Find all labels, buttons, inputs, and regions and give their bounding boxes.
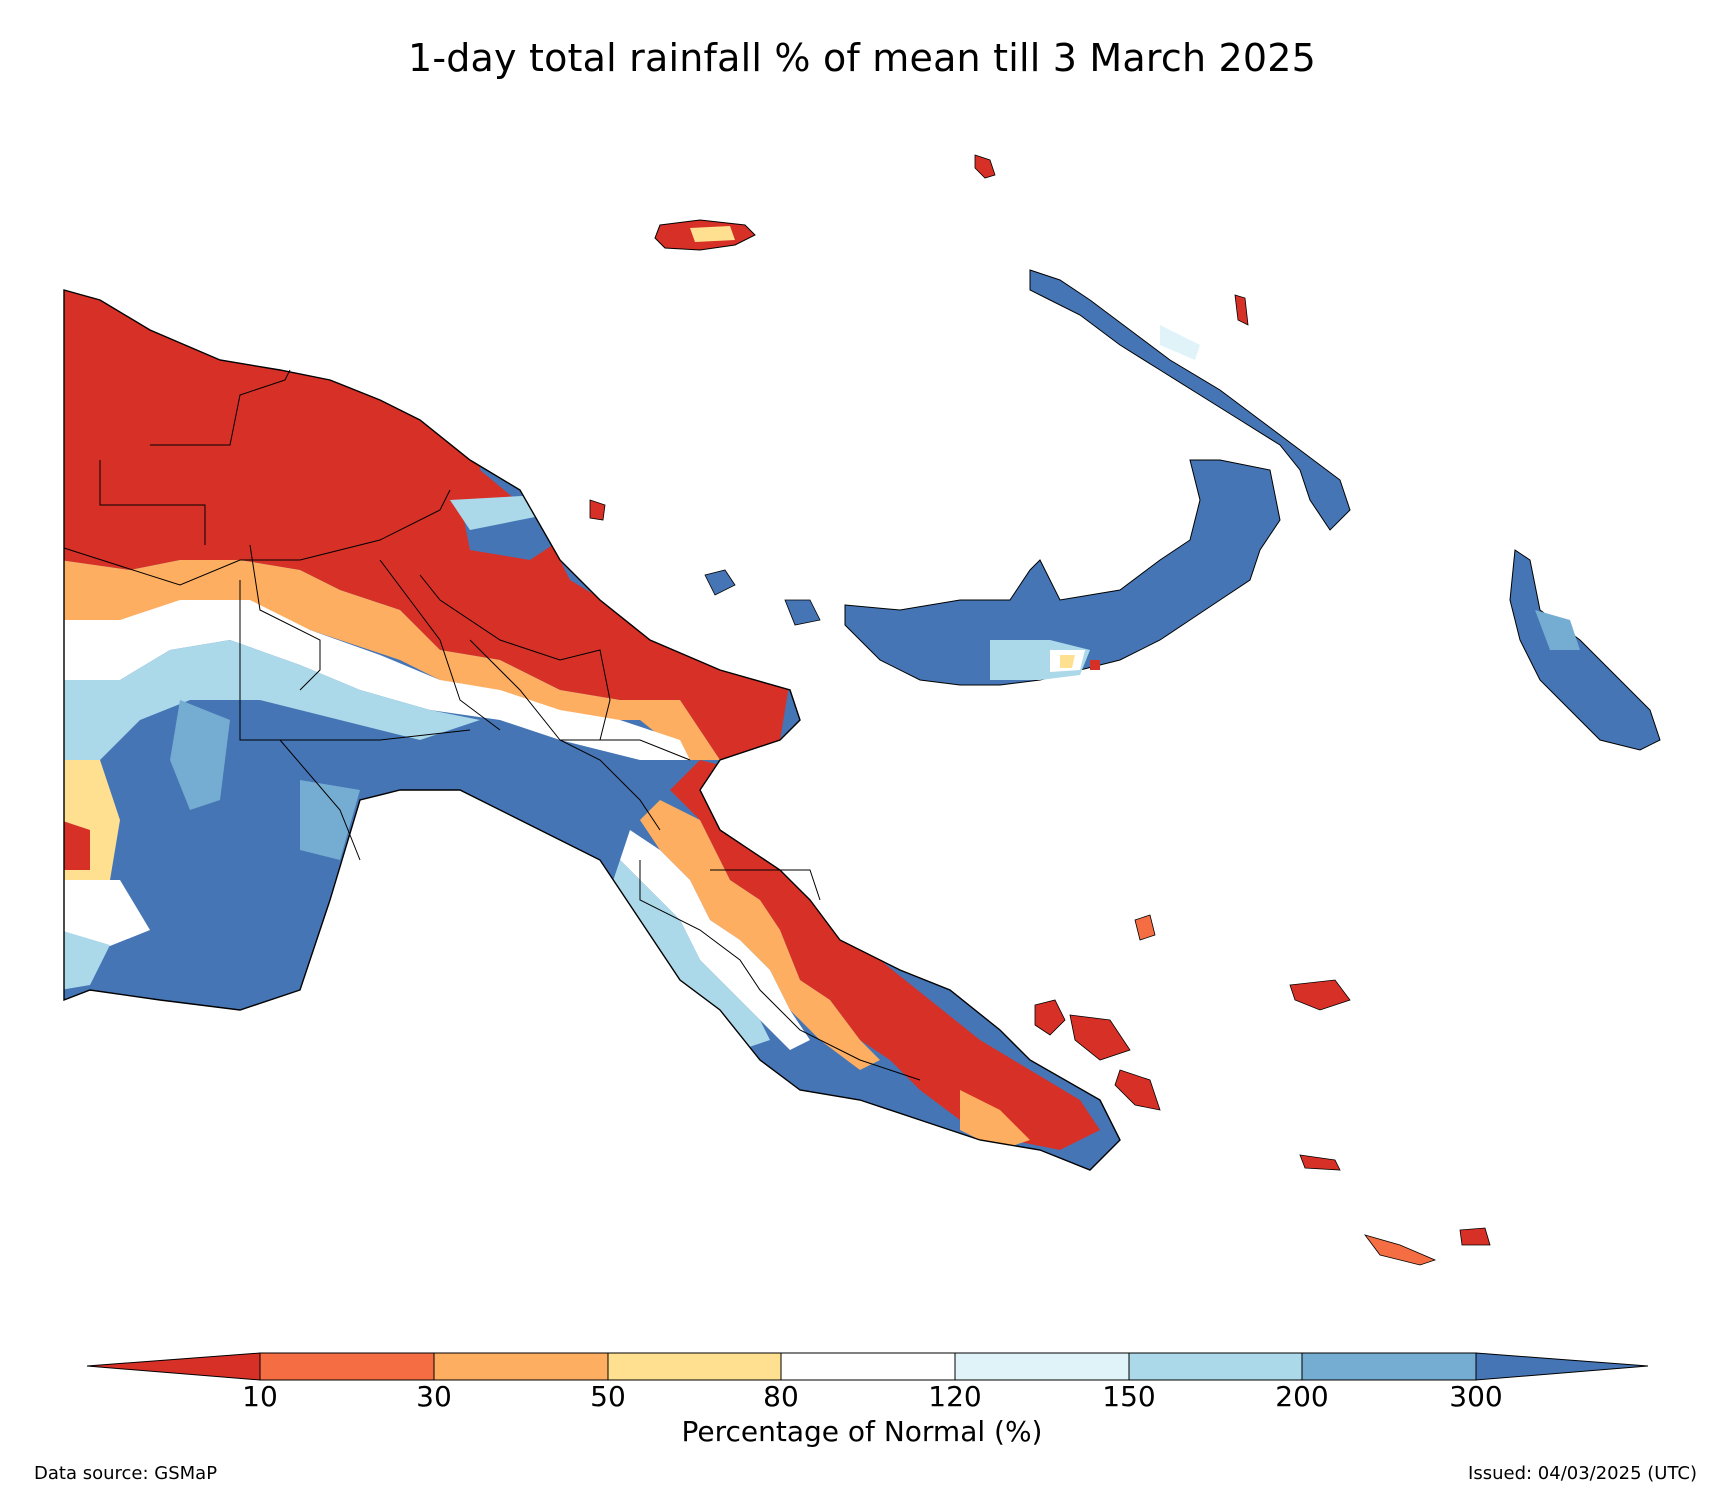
colorbar-label: Percentage of Normal (%) — [681, 1415, 1043, 1448]
province-borders — [63, 369, 921, 1081]
issued-date-note: Issued: 04/03/2025 (UTC) — [1468, 1463, 1697, 1484]
long-island — [784, 599, 821, 626]
colorbar-bin-80-120 — [780, 1352, 956, 1381]
woodlark-island — [1289, 979, 1351, 1011]
colorbar-bin-50-80 — [607, 1352, 782, 1381]
colorbar-tick: 200 — [1275, 1380, 1329, 1413]
tabar-island — [1234, 294, 1249, 326]
colorbar-tick: 80 — [763, 1380, 799, 1413]
colorbar-tick: 300 — [1449, 1380, 1503, 1413]
colorbar-tick: 150 — [1102, 1380, 1156, 1413]
trobriand-islands — [1134, 914, 1156, 941]
colorbar-tick: 120 — [928, 1380, 982, 1413]
colorbar-tick: 10 — [242, 1380, 278, 1413]
colorbar-bin-150-200 — [1128, 1352, 1303, 1381]
page-title: 1-day total rainfall % of mean till 3 Ma… — [407, 36, 1317, 80]
fergusson-island — [1069, 1014, 1131, 1061]
umboi-island — [704, 569, 736, 596]
colorbar-bin-120-150 — [954, 1352, 1130, 1381]
manus-patch — [690, 226, 735, 242]
bougainville-patch — [1535, 610, 1580, 650]
mussau-island — [974, 154, 996, 179]
goodenough-island — [1034, 999, 1066, 1036]
colorbar-bin-10-30 — [259, 1352, 435, 1381]
rainfall-map — [63, 154, 1661, 1266]
data-source-note: Data source: GSMaP — [34, 1463, 218, 1484]
new-britain — [844, 459, 1281, 686]
mainland-outline — [63, 289, 1121, 1171]
colorbar-extend-high — [1475, 1352, 1649, 1381]
rossel-island — [1459, 1227, 1491, 1246]
karkar-island — [589, 499, 606, 521]
colorbar-tick: 30 — [416, 1380, 452, 1413]
colorbar-bin-200-300 — [1301, 1352, 1477, 1381]
new-ireland — [1029, 269, 1351, 531]
normanby-island — [1114, 1069, 1161, 1111]
colorbar-bin-30-50 — [433, 1352, 609, 1381]
new-ireland-patch — [1160, 325, 1200, 360]
colorbar-tick: 50 — [590, 1380, 626, 1413]
misima-island — [1299, 1154, 1341, 1171]
colorbar-extend-low — [86, 1352, 261, 1381]
sudest-island — [1363, 1234, 1437, 1266]
